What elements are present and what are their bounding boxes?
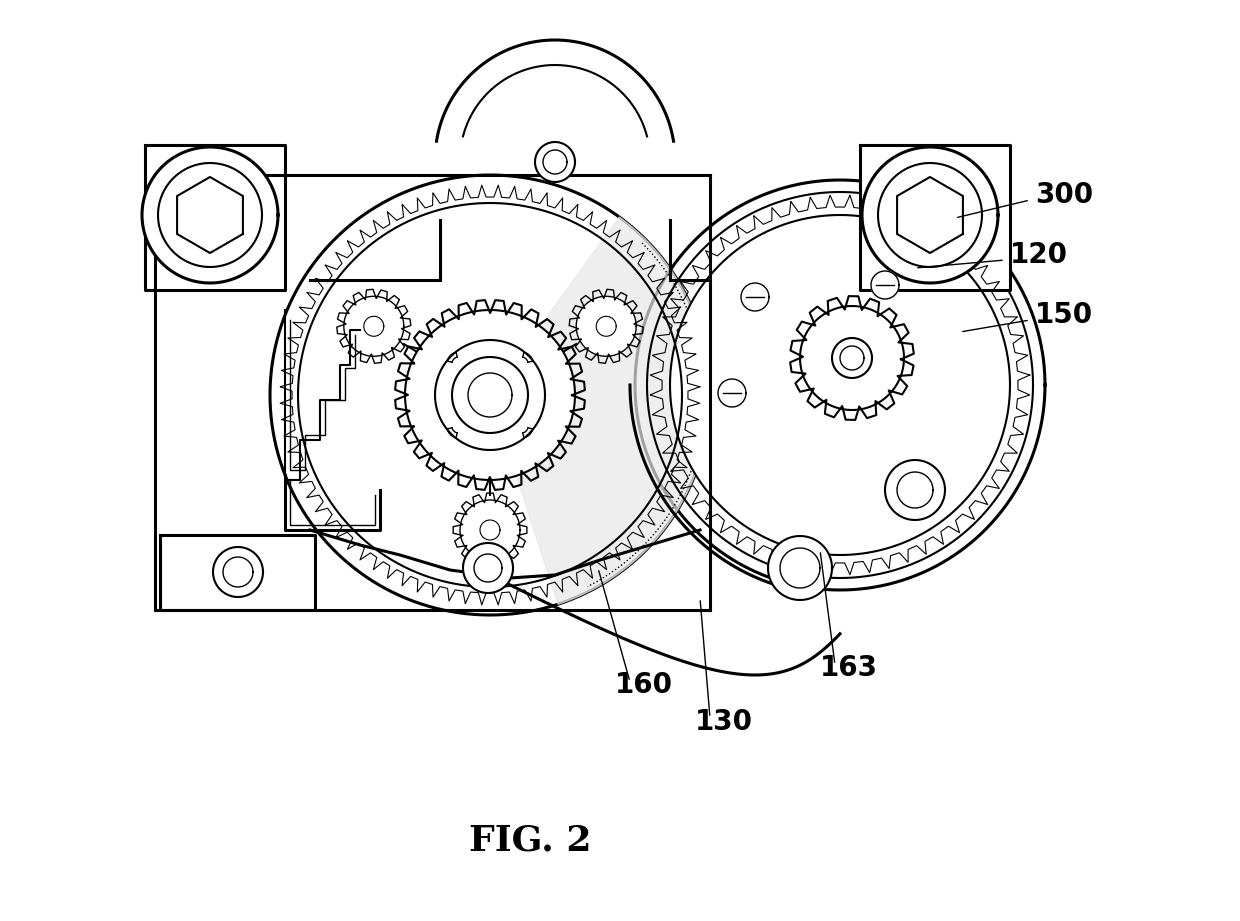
Polygon shape [213,547,263,597]
Polygon shape [270,175,711,615]
Polygon shape [577,297,636,356]
Polygon shape [861,145,1011,290]
Polygon shape [143,147,278,283]
Polygon shape [160,535,315,610]
Text: FIG. 2: FIG. 2 [469,823,591,857]
Polygon shape [155,175,711,610]
Polygon shape [718,379,746,407]
Text: 150: 150 [1035,301,1094,329]
Polygon shape [463,543,513,593]
Polygon shape [145,145,285,290]
Polygon shape [670,215,1011,555]
Polygon shape [405,310,575,480]
Text: 130: 130 [694,708,753,736]
Text: 300: 300 [1035,181,1094,209]
Polygon shape [800,306,904,410]
Polygon shape [768,536,832,600]
Polygon shape [490,217,711,604]
Text: 160: 160 [615,671,673,699]
Text: 120: 120 [1011,241,1068,269]
Text: 163: 163 [820,654,878,682]
Polygon shape [343,297,404,356]
Polygon shape [862,147,998,283]
Polygon shape [885,460,945,520]
Polygon shape [460,500,520,560]
Polygon shape [742,283,769,311]
Polygon shape [870,271,899,299]
Polygon shape [635,180,1045,590]
Polygon shape [534,142,575,182]
